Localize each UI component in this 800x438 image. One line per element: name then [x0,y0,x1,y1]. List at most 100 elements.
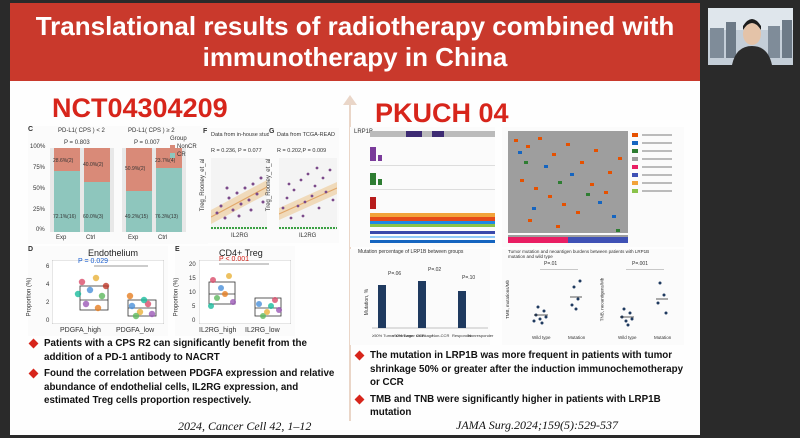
bullet-item: Found the correlation between PDGFA expr… [28,367,343,408]
bullet-diamond-icon [354,394,365,404]
bar-chart-graphic [372,281,488,329]
panel-letter: C [28,126,34,133]
tmb-dot-plot [532,269,582,325]
mutation-heatmap [508,131,628,243]
dot-right-ylabel: TNB, neoantigens/Mb [599,277,605,322]
panel-d-ylabel: Proportion (%) [26,277,33,317]
y-tick: 10 [189,290,196,296]
x-label: IL2RG_high [199,327,237,334]
legend-label: CR [177,152,186,158]
panel-f-xlabel: IL2RG [231,233,249,239]
panel-c-left-title: PD-L1( CPS ) < 2 [58,128,105,134]
bar-label: 72.1%(16) [53,214,77,220]
panel-e-boxplot [199,260,291,324]
y-tick: 6 [46,264,50,270]
x-label: Mutation [568,335,586,340]
bar-noncr [84,148,110,182]
bar-label: 60.0%(3) [83,214,104,220]
y-tick: 75% [33,165,46,171]
bar-label: 28.6%(2) [53,158,74,164]
title-band [10,3,700,81]
x-label: Wild type [532,335,551,340]
left-bullet-list: Patients with a CPS R2 can significantly… [28,337,343,411]
bar-chart-ylabel: Mutation, % [364,288,371,316]
right-bar-chart: Mutation percentage of LRP1B between gro… [350,249,494,345]
bar-label: 50.9%(2) [125,166,146,172]
y-tick: 0% [36,227,45,233]
x-label: PDGFA_high [60,327,101,334]
y-tick: 20 [189,262,196,268]
panel-c-right-p: P = 0.007 [134,140,160,146]
x-label: Responder [452,333,472,338]
bar-label: 23.7%(4) [155,158,176,164]
figure-panel-c: C PD-L1( CPS ) < 2 PD-L1( CPS ) ≥ 2 P = … [28,126,208,244]
panel-d-p: P = 0.029 [78,258,109,265]
panel-g-xlabel: IL2RG [299,233,317,239]
panel-letter: E [175,246,180,253]
x-label: Nonresponder [468,333,494,338]
y-tick: 100% [30,144,46,150]
bullet-item: Patients with a CPS R2 can significantly… [28,337,343,364]
legend-swatch-cr [170,153,175,158]
panel-g-scatter [279,158,337,230]
panel-g-title: Data from TCGA-READ [277,132,335,138]
panel-f-title: Data from in-house study [211,132,273,138]
oncoplot-graphic [370,131,495,243]
presenter-video-icon [708,8,793,65]
bar-noncr [54,148,80,171]
bar-label: 49.2%(15) [125,214,149,220]
x-label: Ctrl [86,235,96,241]
bullet-item: TMB and TNB were significantly higher in… [354,393,694,420]
panel-c-legend: Group NonCR CR [170,136,204,166]
dot-p-label: P=.01 [544,261,558,267]
y-tick: 50% [33,186,46,192]
bar-cr [126,191,152,232]
right-citation: JAMA Surg.2024;159(5):529-537 [456,418,618,432]
bullet-text: TMB and TNB were significantly higher in… [370,393,661,419]
right-study-id: PKUCH 04 [375,98,509,128]
bar-cr [54,171,80,232]
x-label: PDGFA_low [116,327,155,334]
panel-d-boxplot [52,260,164,324]
x-label: Exp [128,235,139,241]
bullet-diamond-icon [354,350,365,361]
x-label: Wild type [618,335,637,340]
slide-title: Translational results of radiotherapy co… [35,11,675,72]
y-tick: 4 [46,282,50,288]
panel-c-stacked-bars [50,148,186,232]
x-label: ≥50% Tumor shrinkage [372,333,414,338]
panel-c-left-p: P = 0.803 [64,140,90,146]
bar-cr [84,182,110,232]
left-citation: 2024, Cancer Cell 42, 1–12 [178,419,312,433]
panel-letter: G [269,128,275,135]
figure-panel-d: D Endothelium Proportion (%) 6 4 2 0 P =… [26,246,168,336]
figure-panel-g: G Data from TCGA-READ R = 0.202,P = 0.00… [266,128,339,243]
bullet-text: Patients with a CPS R2 can significantly… [44,338,307,363]
y-tick: 15 [189,276,196,282]
panel-e-p: P < 0.001 [219,256,250,263]
x-label: IL2RG_low [245,327,280,334]
figure-panel-f: F Data from in-house study R = 0.236, P … [200,128,273,243]
bar-label: 40.0%(2) [83,162,104,168]
panel-letter: F [203,128,208,135]
panel-f-scatter [211,158,267,230]
panel-d-title: Endothelium [88,248,139,258]
divider-arrow-icon [343,95,357,105]
right-dot-plots: Tumor mutation and neoantigen burdens be… [502,249,684,345]
dot-left-ylabel: TMB, mutations/Mb [505,279,511,320]
presenter-webcam[interactable] [708,8,793,65]
legend-swatch-noncr [170,145,175,150]
bullet-text: The mutation in LRP1B was more frequent … [370,350,684,388]
right-oncoplot: LRP1B [350,127,495,247]
bar-p-label: P=.06 [388,271,402,277]
panel-g-stat: R = 0.202,P = 0.009 [277,148,327,154]
panel-e-title: CD4+ Treg [219,248,263,258]
y-tick: 25% [33,207,46,213]
right-mutation-matrix [502,127,684,247]
y-tick: 5 [192,304,196,310]
y-tick: 0 [46,318,50,324]
bullet-diamond-icon [28,338,39,349]
bar-p-label: P=.10 [462,275,476,281]
panel-f-ylabel: Treg_Rooney_et_al [200,158,207,212]
bullet-text: Found the correlation between PDGFA expr… [44,368,335,406]
